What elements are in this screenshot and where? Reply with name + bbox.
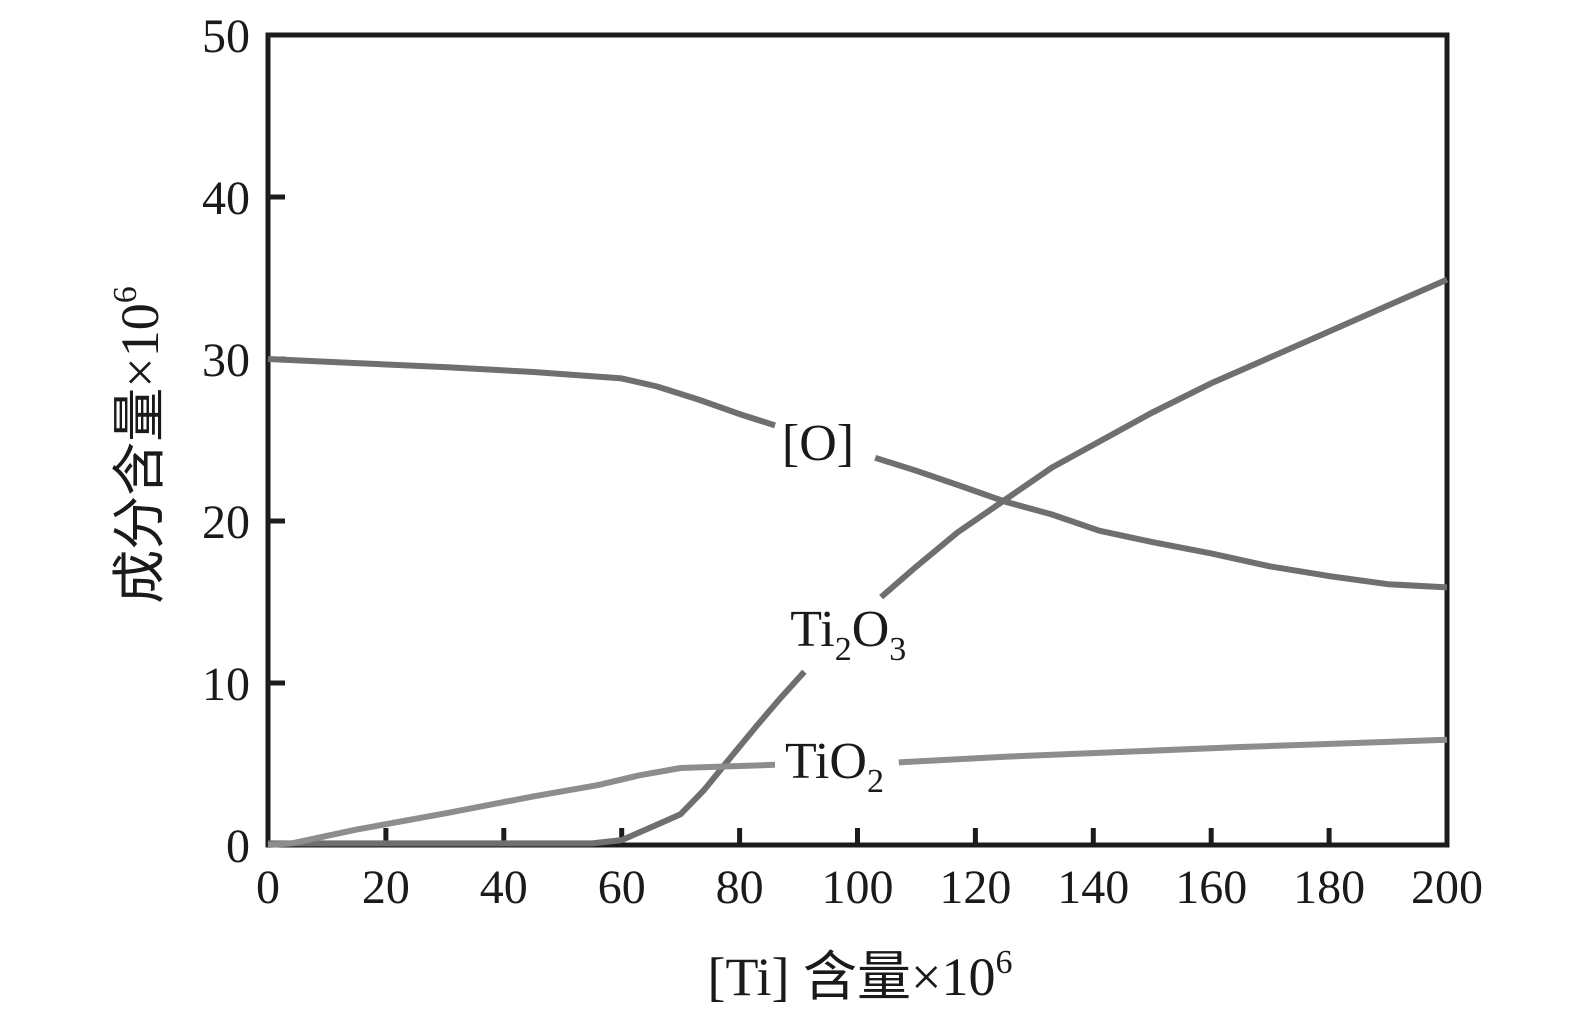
series-line-Ti2O3-seg1 xyxy=(268,669,807,847)
x-tick-label: 200 xyxy=(1411,861,1483,914)
x-tick-label: 40 xyxy=(480,861,528,914)
x-tick-label: 60 xyxy=(598,861,646,914)
x-tick-label: 100 xyxy=(822,861,894,914)
x-tick-label: 0 xyxy=(256,861,280,914)
x-tick-label: 80 xyxy=(716,861,764,914)
y-tick-label: 30 xyxy=(202,334,250,387)
y-tick-label: 20 xyxy=(202,496,250,549)
x-tick-label: 120 xyxy=(939,861,1011,914)
series-line-O-seg1 xyxy=(267,356,776,429)
y-axis-label: 成分含量×106 xyxy=(107,286,170,603)
plot-frame xyxy=(265,32,1450,848)
x-tick-label: 20 xyxy=(362,861,410,914)
series-label-O: [O] xyxy=(782,415,854,472)
series-line-TiO2-seg2 xyxy=(898,736,1448,766)
x-axis-label: [Ti] 含量×106 xyxy=(707,944,1012,1007)
y-tick-label: 50 xyxy=(202,10,250,63)
series-line-TiO2-seg1 xyxy=(267,761,776,848)
series-label-TiO2: TiO2 xyxy=(785,733,884,800)
x-tick-label: 160 xyxy=(1175,861,1247,914)
series-label-Ti2O3: Ti2O3 xyxy=(790,601,906,668)
series-line-O-seg2 xyxy=(874,454,1448,591)
y-tick-label: 0 xyxy=(226,820,250,873)
y-tick-label: 10 xyxy=(202,658,250,711)
x-tick-label: 180 xyxy=(1293,861,1365,914)
series-line-Ti2O3-seg2 xyxy=(879,276,1449,600)
y-tick-label: 40 xyxy=(202,172,250,225)
x-tick-label: 140 xyxy=(1057,861,1129,914)
